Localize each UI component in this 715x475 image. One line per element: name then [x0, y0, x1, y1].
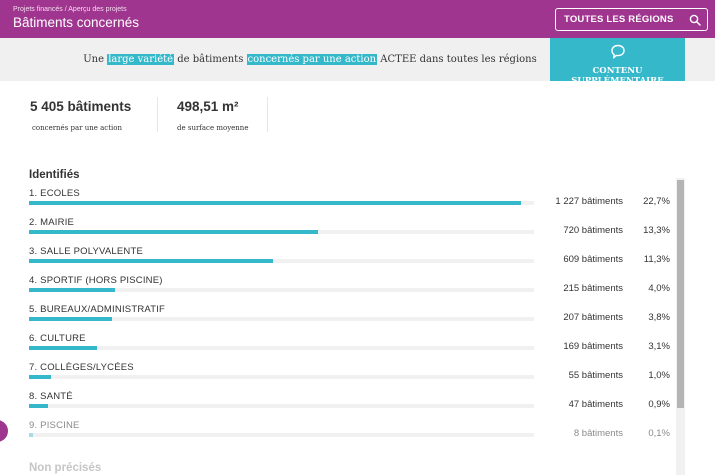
extra-content-button[interactable]: CONTENU SUPPLÉMENTAIRE [550, 38, 685, 86]
building-row: 9. PISCINE 8 bâtiments 0,1% [29, 420, 675, 449]
building-name: 4. SPORTIF (HORS PISCINE) [29, 275, 163, 286]
breadcrumb[interactable]: Projets financés / Aperçu des projets [13, 6, 127, 13]
building-bar [29, 201, 521, 205]
building-bar [29, 346, 97, 350]
building-row: 7. COLLÈGES/LYCÉES 55 bâtiments 1,0% [29, 362, 675, 391]
building-bar-track [29, 375, 534, 379]
building-bar [29, 317, 112, 321]
building-count: 720 bâtiments [563, 225, 623, 236]
region-select-label: TOUTES LES RÉGIONS [564, 14, 674, 25]
page-title: Bâtiments concernés [13, 15, 140, 30]
building-count: 207 bâtiments [563, 312, 623, 323]
building-bar-track [29, 346, 534, 350]
building-bar [29, 375, 51, 379]
building-percent: 0,1% [648, 428, 670, 439]
building-count: 8 bâtiments [573, 428, 623, 439]
building-name: 7. COLLÈGES/LYCÉES [29, 362, 134, 373]
highlight-action: concernés par une action [246, 54, 378, 65]
extra-content-label: CONTENU SUPPLÉMENTAIRE [571, 66, 664, 86]
header: Projets financés / Aperçu des projets Bâ… [0, 0, 715, 38]
building-bar-track [29, 317, 534, 321]
building-name: 3. SALLE POLYVALENTE [29, 246, 144, 257]
stat-buildings-value: 5 405 bâtiments [30, 99, 132, 114]
building-row: 4. SPORTIF (HORS PISCINE) 215 bâtiments 4,… [29, 275, 675, 304]
building-percent: 3,1% [648, 341, 670, 352]
building-count: 215 bâtiments [563, 283, 623, 294]
region-select[interactable]: TOUTES LES RÉGIONS [555, 8, 708, 31]
building-row: 2. MAIRIE 720 bâtiments 13,3% [29, 217, 675, 246]
building-count: 1 227 bâtiments [555, 196, 623, 207]
building-bar-track [29, 433, 534, 437]
building-bar [29, 404, 48, 408]
section-title-identified: Identifiés [29, 169, 80, 181]
section-title-not-specified: Non précisés [29, 462, 102, 474]
building-row: 3. SALLE POLYVALENTE 609 bâtiments 11,3% [29, 246, 675, 275]
building-name: 1. ECOLES [29, 188, 80, 199]
scrollbar-thumb[interactable] [677, 180, 684, 408]
building-bar-track [29, 230, 534, 234]
building-count: 169 bâtiments [563, 341, 623, 352]
building-percent: 4,0% [648, 283, 670, 294]
intro-text: Une large variété de bâtiments concernés… [83, 54, 537, 65]
building-row: 5. BUREAUX/ADMINISTRATIF 207 bâtiments 3,8… [29, 304, 675, 333]
building-percent: 13,3% [643, 225, 670, 236]
building-bar [29, 288, 115, 292]
building-percent: 0,9% [648, 399, 670, 410]
stat-buildings-caption: concernés par une action [32, 124, 122, 132]
building-name: 9. PISCINE [29, 420, 80, 431]
building-percent: 22,7% [643, 196, 670, 207]
building-name: 8. SANTÉ [29, 391, 73, 402]
stat-divider [157, 97, 158, 132]
building-name: 5. BUREAUX/ADMINISTRATIF [29, 304, 166, 315]
stat-surface-value: 498,51 m² [177, 99, 239, 114]
stat-buildings: 5 405 bâtiments concernés par une action [30, 99, 131, 132]
building-bar-track [29, 288, 534, 292]
building-bar [29, 433, 33, 437]
building-name: 6. CULTURE [29, 333, 86, 344]
stat-surface: 498,51 m² de surface moyenne [177, 99, 248, 132]
building-percent: 11,3% [643, 254, 670, 265]
stat-surface-caption: de surface moyenne [177, 124, 249, 132]
building-row: 6. CULTURE 169 bâtiments 3,1% [29, 333, 675, 362]
side-tab[interactable] [0, 420, 8, 442]
search-icon[interactable] [689, 14, 701, 26]
building-bar [29, 259, 273, 263]
building-name: 2. MAIRIE [29, 217, 75, 228]
highlight-variety: large variété [107, 54, 175, 65]
building-percent: 3,8% [648, 312, 670, 323]
building-bar-track [29, 259, 534, 263]
speech-bubble-icon [611, 44, 625, 59]
building-row: 8. SANTÉ 47 bâtiments 0,9% [29, 391, 675, 420]
building-bar-track [29, 404, 534, 408]
building-percent: 1,0% [648, 370, 670, 381]
stat-divider [267, 97, 268, 132]
building-count: 55 bâtiments [568, 370, 623, 381]
building-row: 1. ECOLES 1 227 bâtiments 22,7% [29, 188, 675, 217]
building-bar [29, 230, 318, 234]
building-count: 47 bâtiments [568, 399, 623, 410]
building-count: 609 bâtiments [563, 254, 623, 265]
building-bar-track [29, 201, 534, 205]
